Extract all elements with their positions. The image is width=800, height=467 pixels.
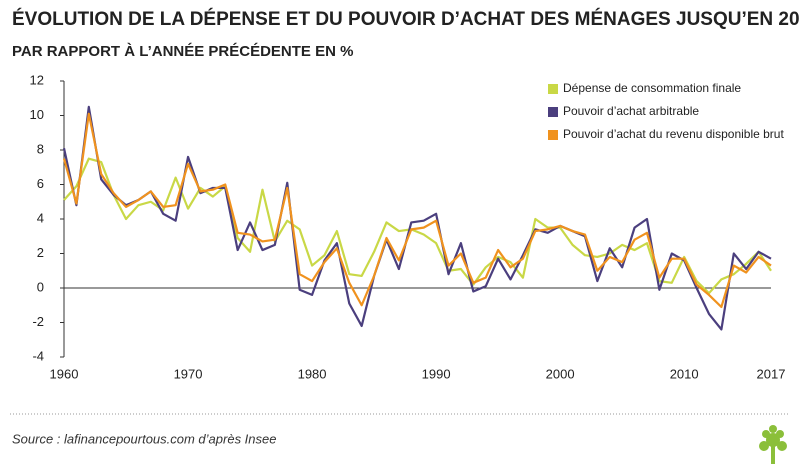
y-tick-label: 12 [30, 72, 44, 87]
y-tick-label: 6 [37, 176, 44, 191]
y-tick-label: 0 [37, 279, 44, 294]
x-tick-label: 2010 [670, 366, 699, 381]
chart-title: ÉVOLUTION DE LA DÉPENSE ET DU POUVOIR D’… [12, 8, 800, 30]
series-line [62, 112, 772, 309]
logo [759, 425, 787, 464]
chart-subtitle: PAR RAPPORT À L’ANNÉE PRÉCÉDENTE EN % [12, 43, 353, 60]
legend-swatch [548, 84, 558, 94]
y-tick-label: 2 [37, 245, 44, 260]
x-tick-label: 2017 [757, 366, 786, 381]
legend-swatch [548, 107, 558, 117]
legend-label: Dépense de consommation finale [563, 81, 741, 95]
y-tick-label: 8 [37, 141, 44, 156]
legend-label: Pouvoir d’achat arbitrable [563, 104, 699, 118]
legend-label: Pouvoir d’achat du revenu disponible bru… [563, 127, 784, 141]
x-tick-label: 1970 [174, 366, 203, 381]
y-tick-label: 10 [30, 107, 44, 122]
x-tick-label: 1960 [50, 366, 79, 381]
y-tick-label: 4 [37, 210, 44, 225]
x-tick-label: 2000 [546, 366, 575, 381]
x-tick-label: 1980 [298, 366, 327, 381]
y-tick-label: -4 [32, 348, 44, 363]
legend-swatch [548, 130, 558, 140]
source: Source : lafinancepourtous.com d’après I… [12, 431, 277, 446]
y-tick-label: -2 [32, 314, 44, 329]
x-tick-label: 1990 [422, 366, 451, 381]
